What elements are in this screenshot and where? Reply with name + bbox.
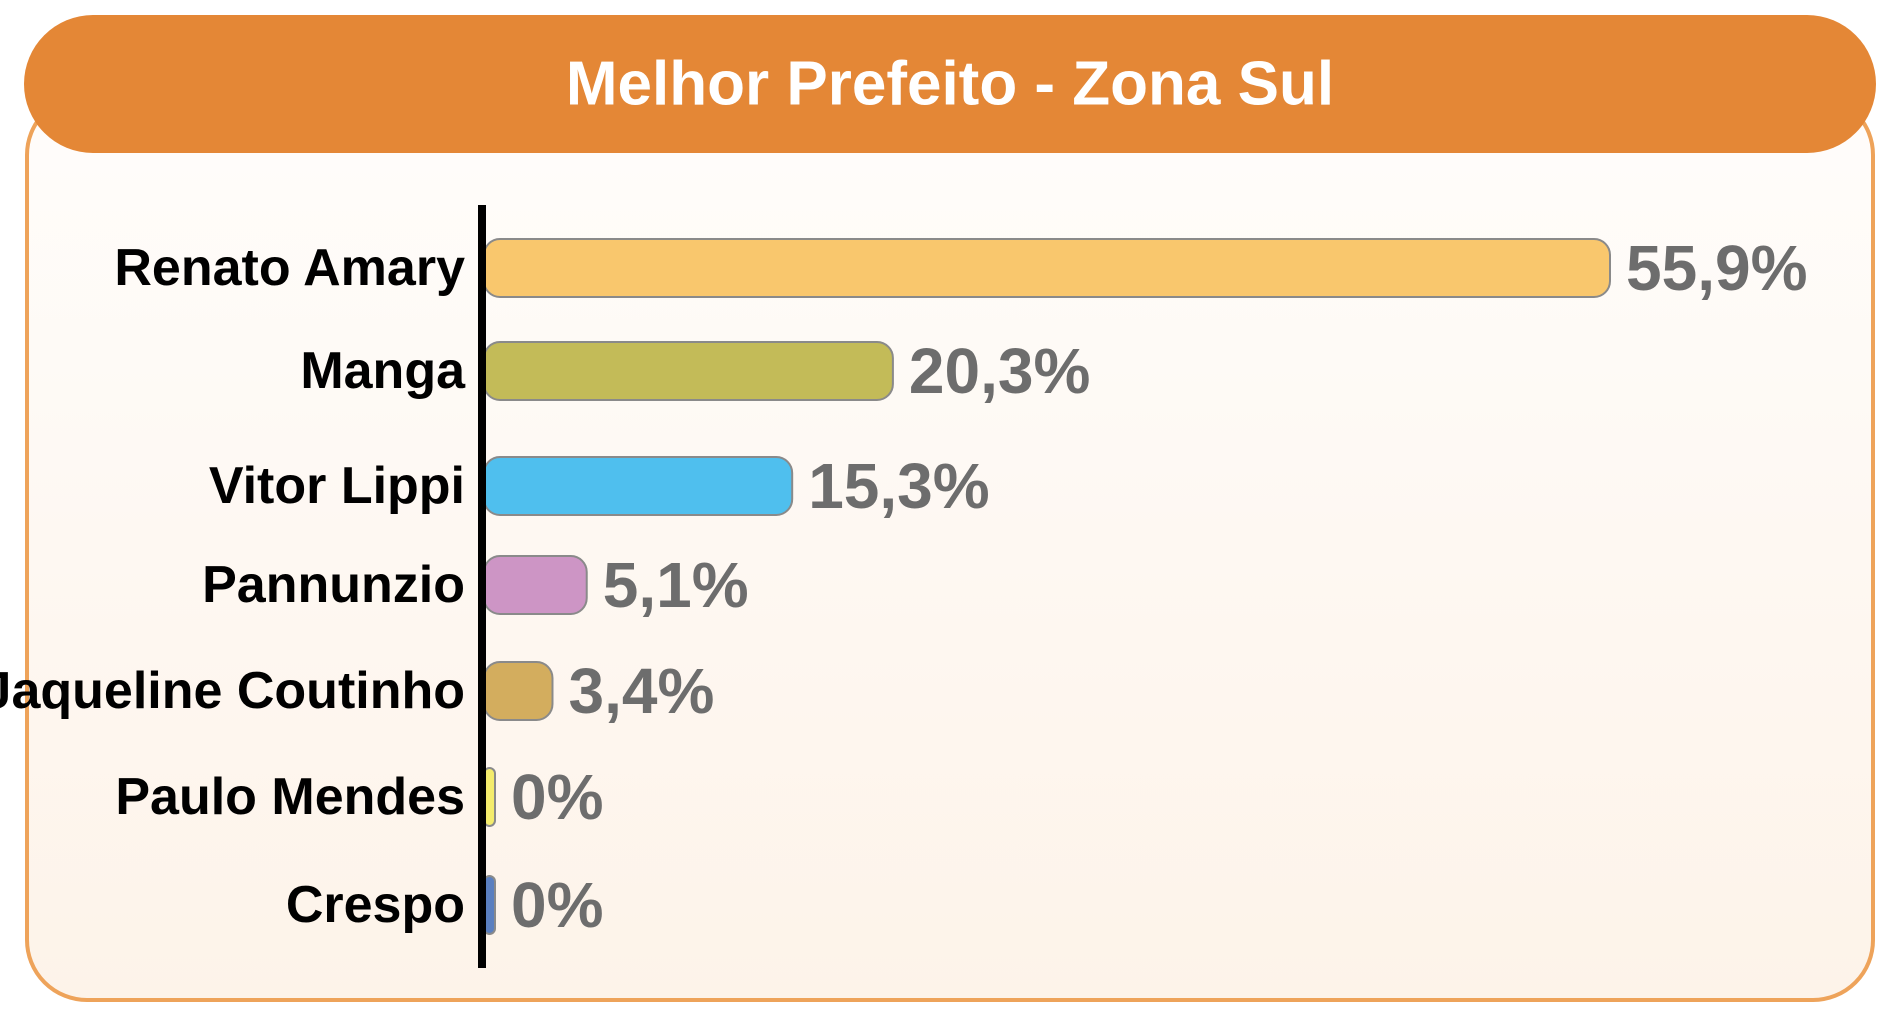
bar-pannunzio bbox=[483, 555, 588, 615]
category-label-paulo-mendes: Paulo Mendes bbox=[115, 768, 465, 826]
category-label-vitor-lippi: Vitor Lippi bbox=[209, 457, 465, 515]
category-label-crespo: Crespo bbox=[286, 876, 465, 934]
value-label-renato-amary: 55,9% bbox=[1626, 232, 1807, 304]
category-label-pannunzio: Pannunzio bbox=[202, 556, 465, 614]
value-label-paulo-mendes: 0% bbox=[511, 761, 604, 833]
value-label-pannunzio: 5,1% bbox=[603, 549, 749, 621]
chart-title: Melhor Prefeito - Zona Sul bbox=[566, 50, 1334, 119]
value-label-vitor-lippi: 15,3% bbox=[808, 450, 989, 522]
bar-renato-amary bbox=[483, 238, 1611, 298]
category-label-jaqueline-coutinho: Jaqueline Coutinho bbox=[0, 662, 465, 720]
category-label-manga: Manga bbox=[300, 342, 466, 400]
category-label-renato-amary: Renato Amary bbox=[114, 239, 465, 297]
value-label-crespo: 0% bbox=[511, 869, 604, 941]
bars-layer: Renato Amary 55,9% Manga 20,3% Vitor Lippi 15… bbox=[0, 232, 1807, 941]
bar-jaqueline-coutinho bbox=[483, 661, 554, 721]
chart-panel bbox=[25, 93, 1875, 1002]
bar-vitor-lippi bbox=[483, 456, 794, 516]
value-label-jaqueline-coutinho: 3,4% bbox=[568, 655, 714, 727]
value-label-manga: 20,3% bbox=[909, 335, 1090, 407]
title-banner bbox=[24, 15, 1876, 153]
bar-manga bbox=[483, 341, 894, 401]
